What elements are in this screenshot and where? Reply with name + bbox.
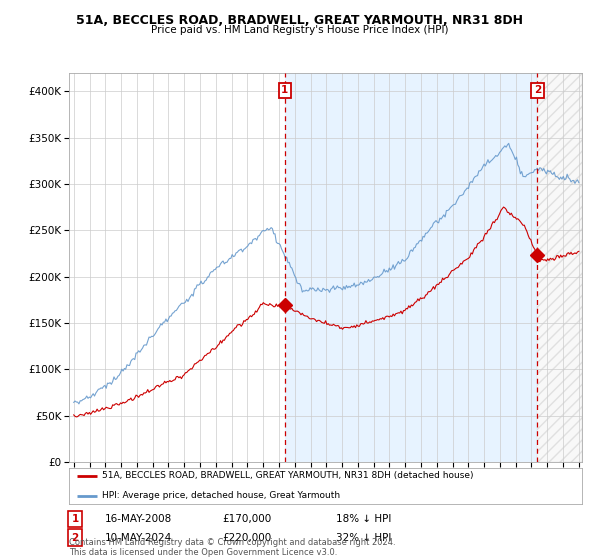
Text: 1: 1 xyxy=(281,85,289,95)
Text: 2: 2 xyxy=(71,533,79,543)
Text: 51A, BECCLES ROAD, BRADWELL, GREAT YARMOUTH, NR31 8DH: 51A, BECCLES ROAD, BRADWELL, GREAT YARMO… xyxy=(77,14,523,27)
Bar xyxy=(285,73,538,462)
Text: £170,000: £170,000 xyxy=(222,514,271,524)
Text: 16-MAY-2008: 16-MAY-2008 xyxy=(105,514,172,524)
Text: 18% ↓ HPI: 18% ↓ HPI xyxy=(336,514,391,524)
Text: 10-MAY-2024: 10-MAY-2024 xyxy=(105,533,172,543)
Bar xyxy=(538,73,582,462)
Text: 51A, BECCLES ROAD, BRADWELL, GREAT YARMOUTH, NR31 8DH (detached house): 51A, BECCLES ROAD, BRADWELL, GREAT YARMO… xyxy=(103,471,474,480)
Text: Contains HM Land Registry data © Crown copyright and database right 2024.
This d: Contains HM Land Registry data © Crown c… xyxy=(69,538,395,557)
Text: 32% ↓ HPI: 32% ↓ HPI xyxy=(336,533,391,543)
Text: 1: 1 xyxy=(71,514,79,524)
Text: £220,000: £220,000 xyxy=(222,533,271,543)
Text: Price paid vs. HM Land Registry's House Price Index (HPI): Price paid vs. HM Land Registry's House … xyxy=(151,25,449,35)
Text: 2: 2 xyxy=(534,85,541,95)
Text: HPI: Average price, detached house, Great Yarmouth: HPI: Average price, detached house, Grea… xyxy=(103,492,340,501)
